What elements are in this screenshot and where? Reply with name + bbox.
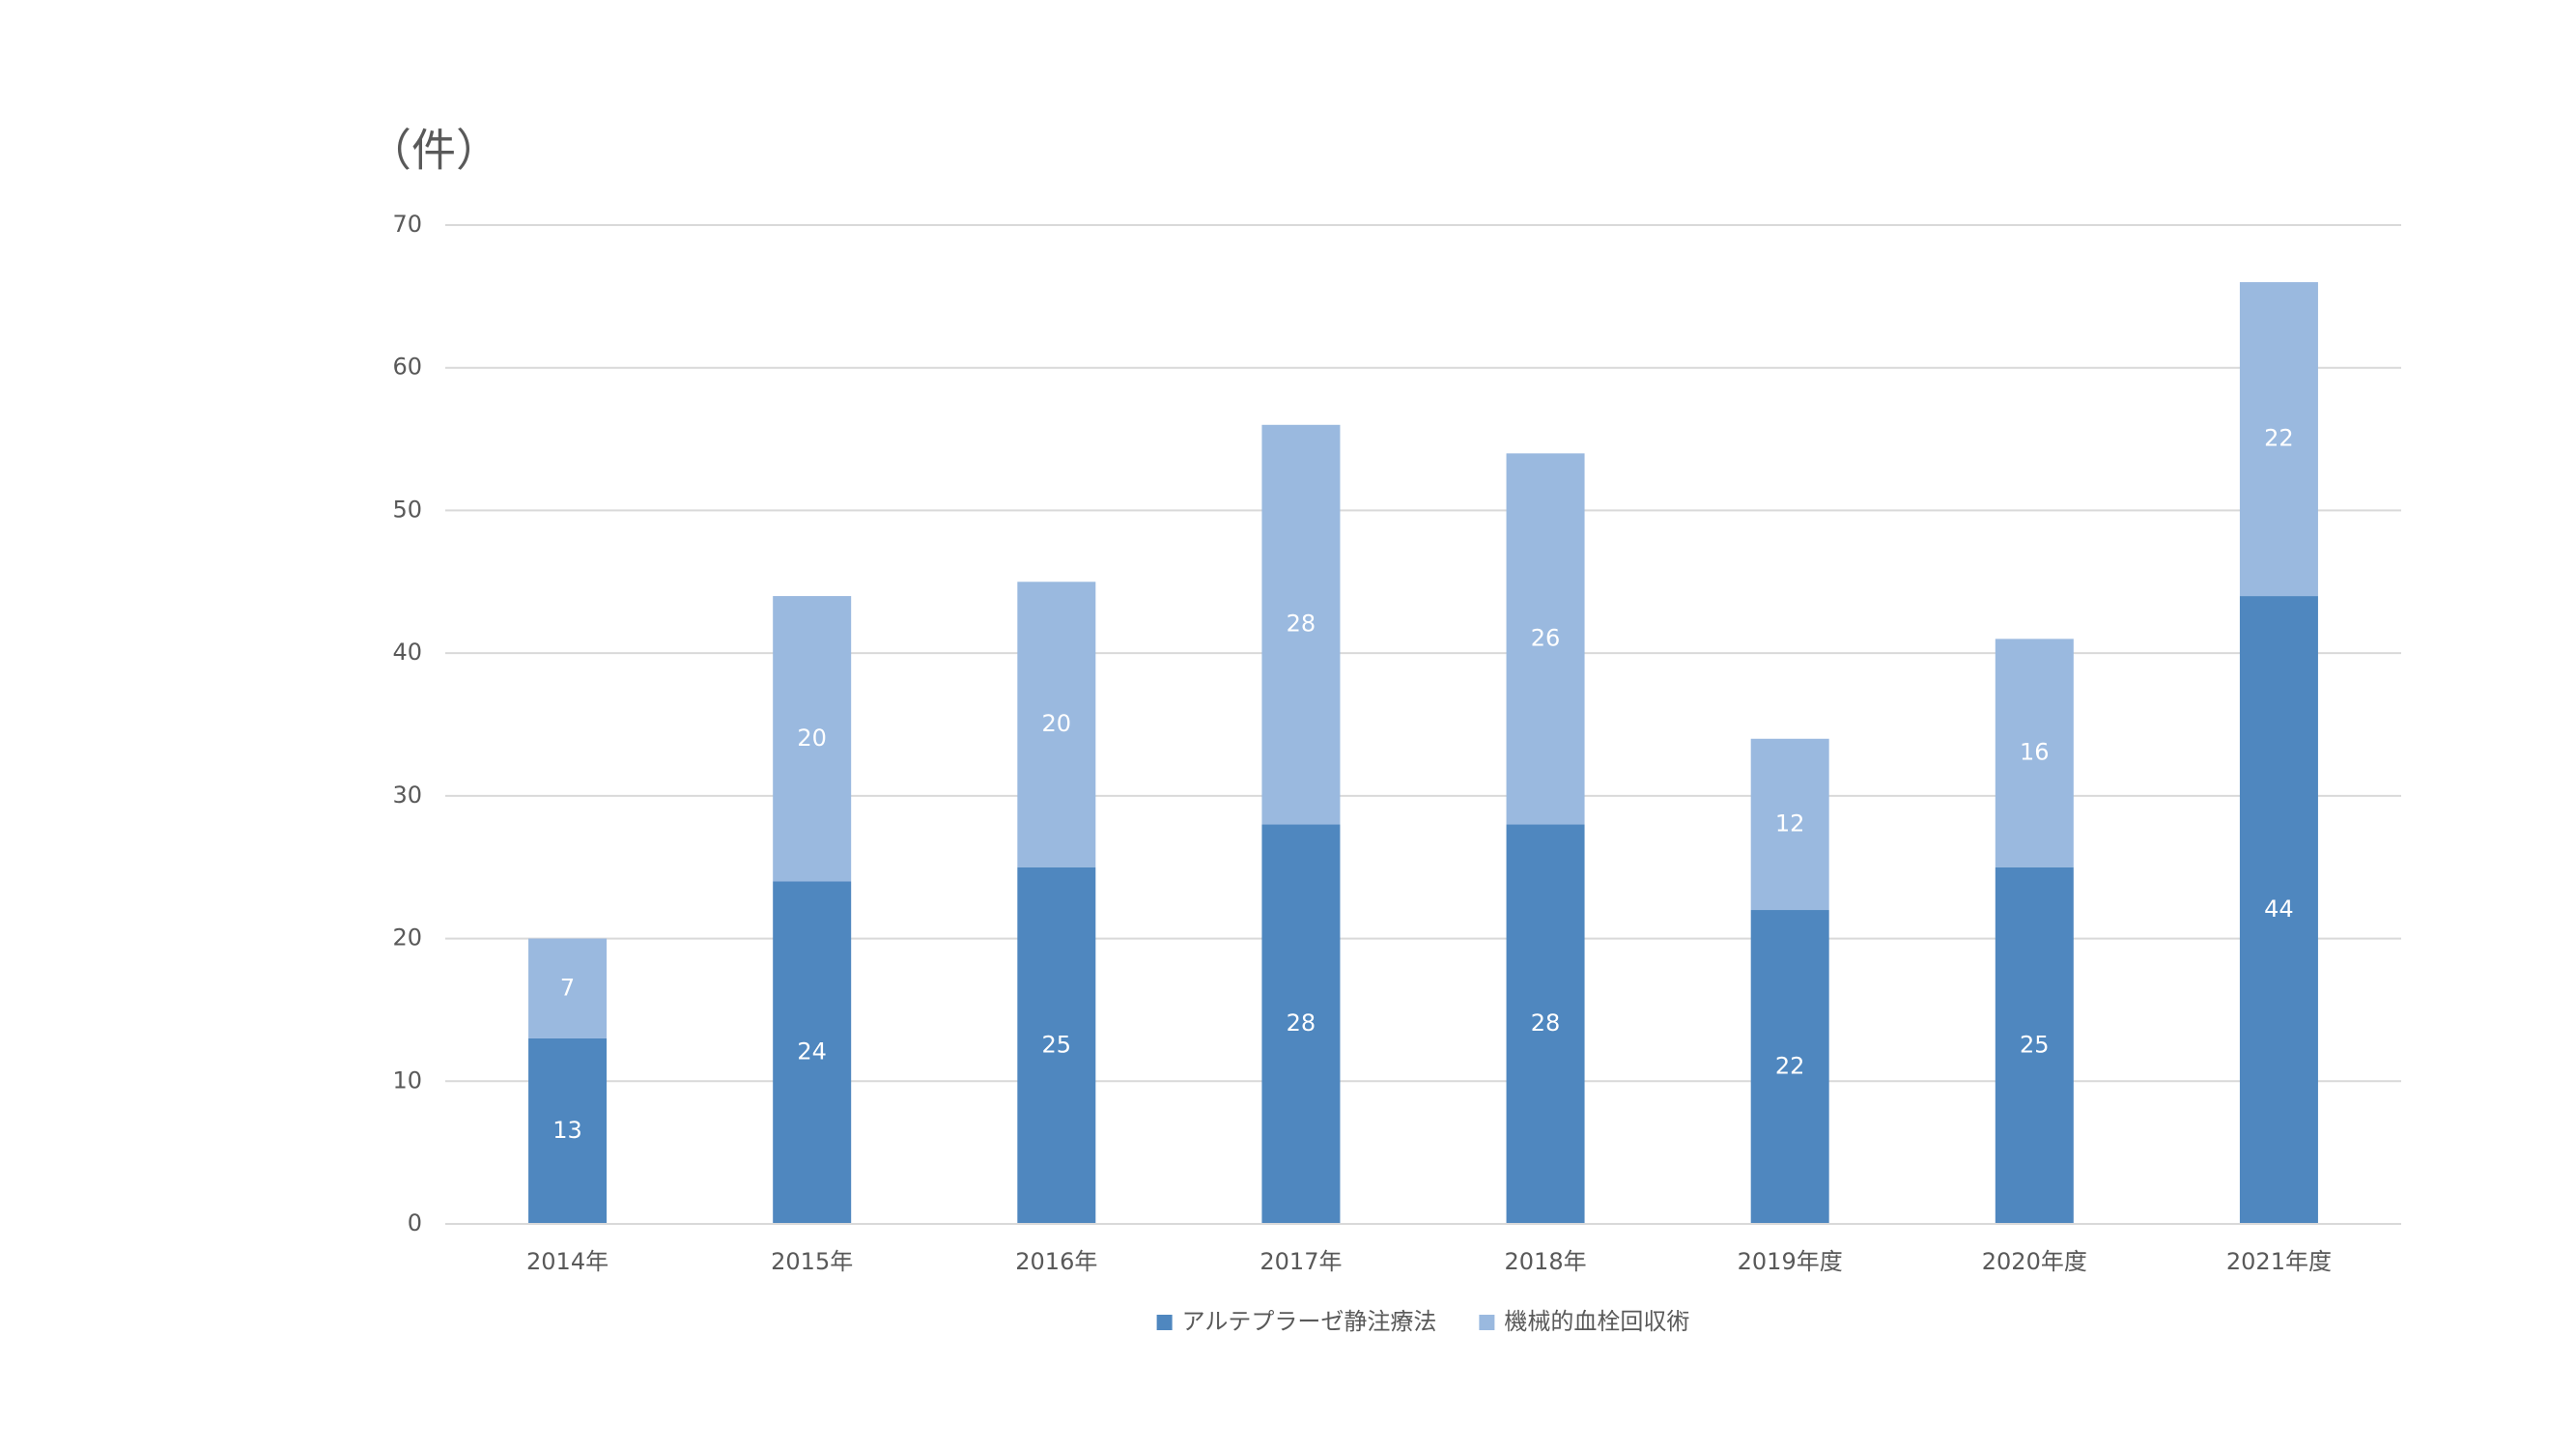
bar-segment (1261, 824, 1341, 1224)
data-label: 20 (797, 724, 827, 752)
unit-label: （件） (367, 125, 500, 177)
legend-swatch (1156, 1315, 1173, 1330)
bar-segment (1750, 738, 1829, 911)
data-label: 24 (797, 1038, 827, 1065)
bar-segment (773, 596, 852, 882)
bar-segment (2239, 282, 2318, 597)
y-tick-label: 0 (408, 1209, 422, 1236)
bar-segment (1750, 910, 1829, 1224)
data-label: 12 (1775, 810, 1805, 837)
y-tick-label: 10 (392, 1066, 422, 1094)
data-label: 13 (552, 1117, 582, 1144)
bar-segment (773, 881, 852, 1224)
x-tick-label: 2016年 (1015, 1248, 1097, 1275)
y-tick-label: 30 (392, 781, 422, 809)
bar-segment (2239, 596, 2318, 1224)
legend-swatch (1479, 1315, 1495, 1330)
y-tick-label: 70 (392, 211, 422, 238)
x-tick-label: 2019年度 (1738, 1248, 1843, 1275)
bar-segment (1017, 582, 1096, 867)
x-tick-label: 2020年度 (1982, 1248, 2087, 1275)
bar-segment (1017, 867, 1096, 1224)
bar-segment (1995, 639, 2074, 867)
legend-label: 機械的血栓回収術 (1504, 1308, 1689, 1335)
bar-segment (1506, 824, 1585, 1224)
x-tick-label: 2014年 (526, 1248, 609, 1275)
bar-segment (528, 938, 608, 1038)
y-tick-label: 50 (392, 496, 422, 523)
x-tick-label: 2017年 (1260, 1248, 1342, 1275)
data-label: 22 (2264, 425, 2294, 452)
data-label: 16 (2020, 739, 2050, 766)
y-tick-label: 20 (392, 924, 422, 952)
data-label: 25 (2020, 1031, 2050, 1058)
data-label: 28 (1287, 611, 1316, 638)
bar-segment (1261, 424, 1341, 825)
data-label: 22 (1775, 1053, 1805, 1080)
y-tick-label: 60 (392, 354, 422, 381)
legend-label: アルテプラーゼ静注療法 (1182, 1308, 1437, 1335)
data-label: 20 (1042, 710, 1072, 737)
data-label: 25 (1042, 1031, 1072, 1058)
data-label: 44 (2264, 895, 2294, 923)
bar-segment (528, 1037, 608, 1224)
data-label: 28 (1287, 1009, 1316, 1037)
y-tick-label: 40 (392, 639, 422, 666)
data-label: 7 (560, 974, 575, 1001)
x-tick-label: 2018年 (1505, 1248, 1587, 1275)
bar-segment (1995, 867, 2074, 1224)
x-tick-label: 2021年度 (2226, 1248, 2332, 1275)
bar-segment (1506, 453, 1585, 825)
x-tick-label: 2015年 (771, 1248, 853, 1275)
data-label: 28 (1531, 1009, 1561, 1037)
data-label: 26 (1531, 624, 1561, 651)
